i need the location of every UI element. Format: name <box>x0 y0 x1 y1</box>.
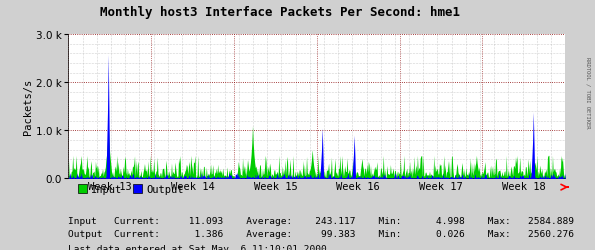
Text: Input   Current:     11.093    Average:    243.117    Min:      4.998    Max:   : Input Current: 11.093 Average: 243.117 M… <box>68 216 574 225</box>
Text: RRDTOOL / TOBI OETIKER: RRDTOOL / TOBI OETIKER <box>585 57 590 128</box>
Legend: Input, Output: Input, Output <box>74 180 188 199</box>
Text: Output  Current:      1.386    Average:     99.383    Min:      0.026    Max:   : Output Current: 1.386 Average: 99.383 Mi… <box>68 229 574 238</box>
Text: Monthly host3 Interface Packets Per Second: hme1: Monthly host3 Interface Packets Per Seco… <box>99 6 460 19</box>
Text: Last data entered at Sat May  6 11:10:01 2000.: Last data entered at Sat May 6 11:10:01 … <box>68 244 333 250</box>
Y-axis label: Packets/s: Packets/s <box>23 79 33 135</box>
